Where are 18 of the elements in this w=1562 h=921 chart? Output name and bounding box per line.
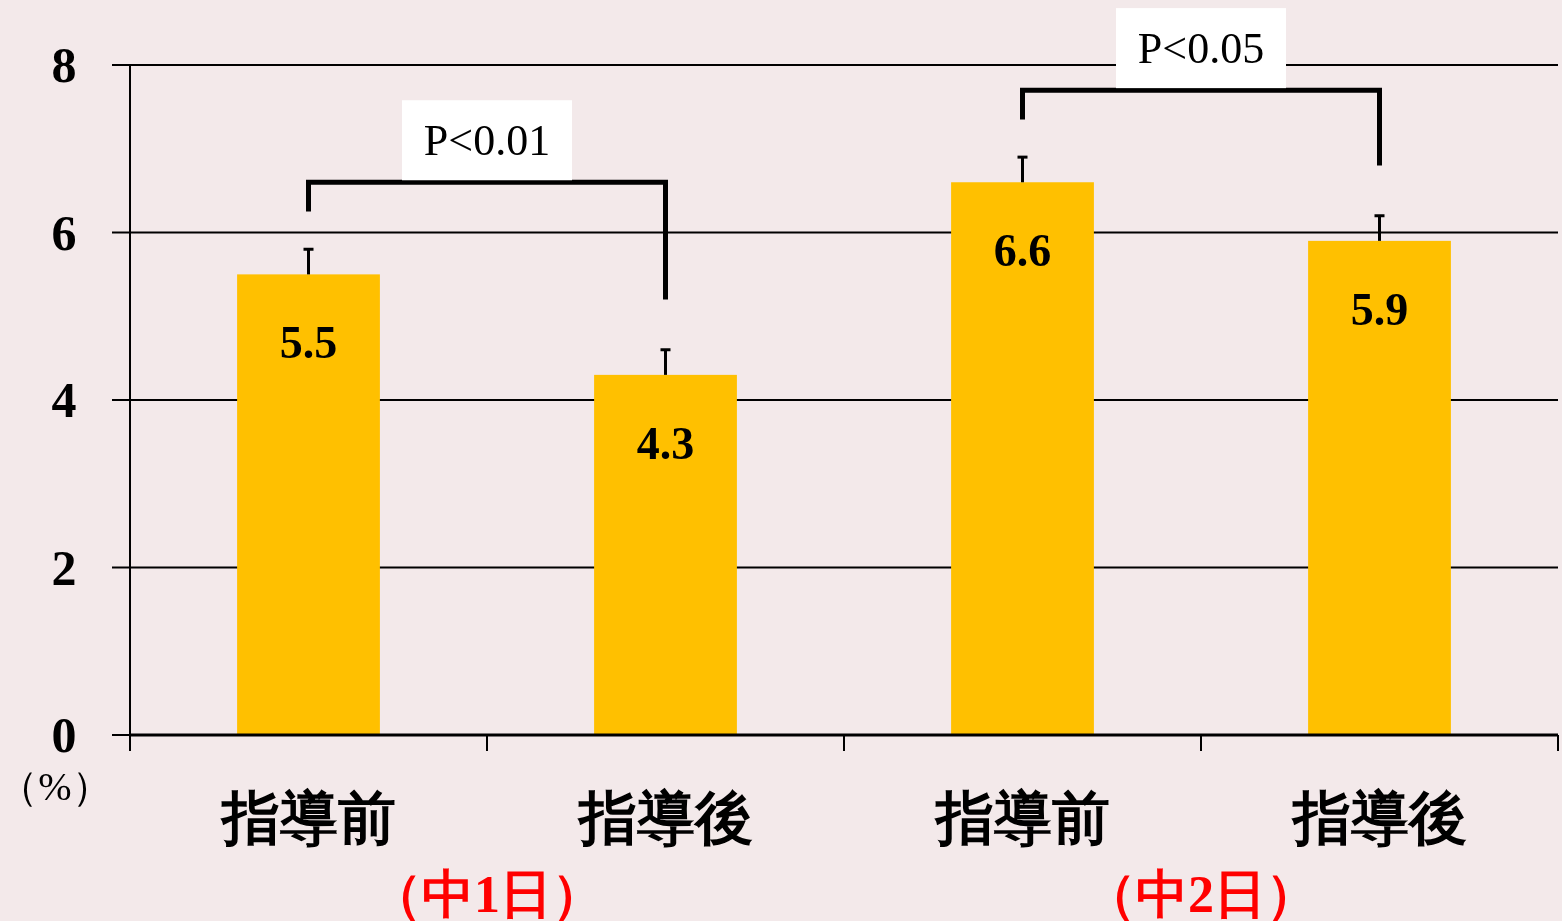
text: （中1日） [370, 866, 604, 921]
annotation: P<0.01 [423, 116, 551, 166]
text: （中2日） [1084, 866, 1318, 921]
annotation: P<0.05 [1137, 24, 1265, 74]
y-tick-label: 8 [51, 37, 77, 93]
y-tick-label: 6 [51, 204, 77, 261]
data-label: 5.5 [279, 317, 338, 369]
x-tick-label: 指導前 [933, 786, 1110, 851]
y-tick-label: 0 [51, 707, 77, 763]
y-tick-label: 4 [51, 372, 77, 428]
y-axis-title: （%） [0, 764, 112, 809]
data-label: 6.6 [993, 225, 1052, 277]
x-tick-label: 指導前 [219, 786, 396, 851]
y-tick-label: 2 [51, 539, 77, 596]
x-tick-label: 指導後 [576, 786, 753, 851]
x-tick-label: 指導後 [1290, 786, 1467, 851]
data-label: 5.9 [1350, 283, 1409, 335]
data-label: 4.3 [636, 417, 695, 469]
